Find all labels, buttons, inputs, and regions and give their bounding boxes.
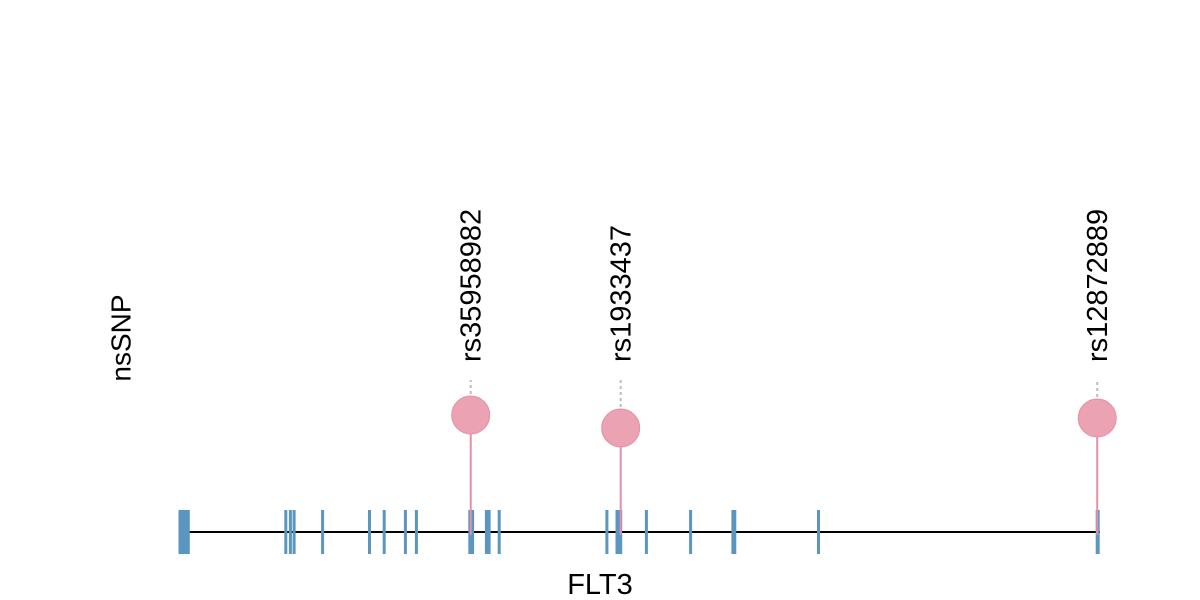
snp-head	[601, 408, 641, 448]
exon-mark	[288, 510, 292, 554]
exon-mark	[487, 510, 491, 554]
exon-mark	[617, 510, 621, 554]
exon-mark	[403, 510, 407, 554]
snp-head	[1077, 398, 1117, 438]
exon-mark	[368, 510, 371, 554]
snp-track: rs35958982 rs1933437 rs12872889	[451, 209, 1117, 535]
exon-mark	[471, 510, 475, 554]
exon-mark	[605, 510, 609, 554]
snp-head	[451, 395, 491, 435]
snp-label: rs35958982	[456, 209, 488, 362]
exon-mark	[292, 510, 296, 554]
exon-mark	[414, 510, 418, 554]
exon-mark	[817, 510, 820, 554]
track-label: nsSNP	[105, 294, 136, 381]
exon-mark	[186, 510, 190, 554]
exon-mark	[615, 510, 619, 554]
exon-mark	[689, 510, 693, 554]
snp-label: rs12872889	[1082, 209, 1114, 362]
snp-label: rs1933437	[606, 225, 638, 362]
exon-mark	[382, 510, 386, 554]
exon-mark	[321, 510, 325, 554]
snp-lollipop: rs35958982	[451, 209, 491, 535]
exon-mark	[497, 510, 501, 554]
snp-lollipop: rs12872889	[1077, 209, 1117, 535]
snp-lollipop: rs1933437	[601, 225, 641, 535]
exon-mark	[644, 510, 648, 554]
exon-mark	[733, 510, 737, 554]
exon-mark	[284, 510, 288, 554]
exon-mark	[485, 510, 489, 554]
gene-label: FLT3	[567, 569, 633, 600]
